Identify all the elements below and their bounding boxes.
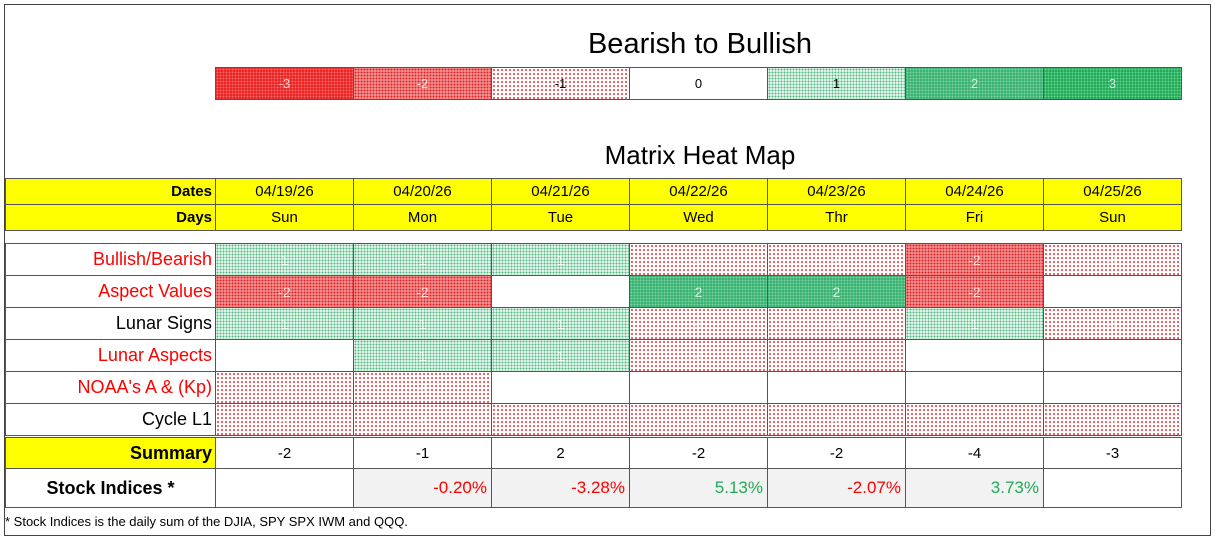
stock-cell: -0.20% [353,468,492,508]
heat-cell: -1 [1043,243,1182,276]
frame [4,4,1211,536]
dates-cell: 04/19/26 [215,178,354,205]
heat-cell: 1 [215,307,354,340]
stock-cell [1043,468,1182,508]
heat-cell: 1 [215,243,354,276]
stock-cell: 3.73% [905,468,1044,508]
heat-cell [905,339,1044,372]
heat-cell: -1 [629,403,768,436]
heat-cell [491,371,630,404]
heat-cell [1043,371,1182,404]
days-cell: Thr [767,204,906,231]
heat-cell: -1 [215,371,354,404]
heat-cell: -1 [767,307,906,340]
legend-cell: 1 [767,67,906,100]
heat-cell: 2 [767,275,906,308]
days-label: Days [5,204,216,231]
legend-cell: -3 [215,67,354,100]
dates-cell: 04/25/26 [1043,178,1182,205]
footnote: * Stock Indices is the daily sum of the … [5,513,408,529]
legend-cell: 0 [629,67,768,100]
heat-cell: -1 [491,403,630,436]
days-cell: Tue [491,204,630,231]
heat-cell: -1 [629,243,768,276]
summary-cell: -1 [353,437,492,469]
heat-cell: -1 [215,403,354,436]
summary-cell: 2 [491,437,630,469]
row-label: Lunar Signs [5,307,216,340]
legend-title: Bearish to Bullish [587,27,813,60]
stock-cell: 5.13% [629,468,768,508]
row-label: Aspect Values [5,275,216,308]
row-label: Bullish/Bearish [5,243,216,276]
legend-cell: -2 [353,67,492,100]
heat-cell: -2 [905,275,1044,308]
heat-cell: -2 [353,275,492,308]
stock-cell: -3.28% [491,468,630,508]
dates-cell: 04/24/26 [905,178,1044,205]
heat-cell: -1 [353,371,492,404]
summary-cell: -2 [767,437,906,469]
dates-cell: 04/22/26 [629,178,768,205]
heat-cell: -2 [215,275,354,308]
heat-cell: -2 [905,243,1044,276]
days-cell: Sun [215,204,354,231]
legend-cell: 3 [1043,67,1182,100]
dates-cell: 04/23/26 [767,178,906,205]
summary-cell: -4 [905,437,1044,469]
row-label: Lunar Aspects [5,339,216,372]
summary-label: Summary [5,437,216,469]
heat-cell: 1 [353,339,492,372]
heat-cell: -1 [629,307,768,340]
days-cell: Fri [905,204,1044,231]
heat-cell [905,371,1044,404]
heat-cell: -1 [1043,403,1182,436]
heat-cell: -1 [353,403,492,436]
stock-label: Stock Indices * [5,468,216,508]
heat-cell: 1 [491,243,630,276]
days-cell: Sun [1043,204,1182,231]
stock-cell: -2.07% [767,468,906,508]
legend-cell: -1 [491,67,630,100]
summary-cell: -2 [215,437,354,469]
heat-cell: -1 [767,243,906,276]
summary-cell: -3 [1043,437,1182,469]
heat-cell: -1 [1043,307,1182,340]
heat-cell [1043,339,1182,372]
heat-cell: 1 [905,307,1044,340]
heat-cell: -1 [767,339,906,372]
legend-cell: 2 [905,67,1044,100]
heat-cell: -1 [629,339,768,372]
dates-cell: 04/21/26 [491,178,630,205]
heat-cell: 1 [491,307,630,340]
heat-cell [215,339,354,372]
heat-cell: 1 [353,243,492,276]
dates-label: Dates [5,178,216,205]
heat-cell: 1 [491,339,630,372]
row-label: Cycle L1 [5,403,216,436]
heat-cell: 1 [353,307,492,340]
heat-cell: 2 [629,275,768,308]
dates-cell: 04/20/26 [353,178,492,205]
heat-cell [767,371,906,404]
heat-map-title: Matrix Heat Map [604,139,796,170]
heat-cell [1043,275,1182,308]
summary-cell: -2 [629,437,768,469]
days-cell: Wed [629,204,768,231]
heat-cell: -1 [767,403,906,436]
heat-cell [629,371,768,404]
heat-cell: -1 [905,403,1044,436]
row-label: NOAA's A & (Kp) [5,371,216,404]
days-cell: Mon [353,204,492,231]
stock-cell [215,468,354,508]
heat-cell [491,275,630,308]
